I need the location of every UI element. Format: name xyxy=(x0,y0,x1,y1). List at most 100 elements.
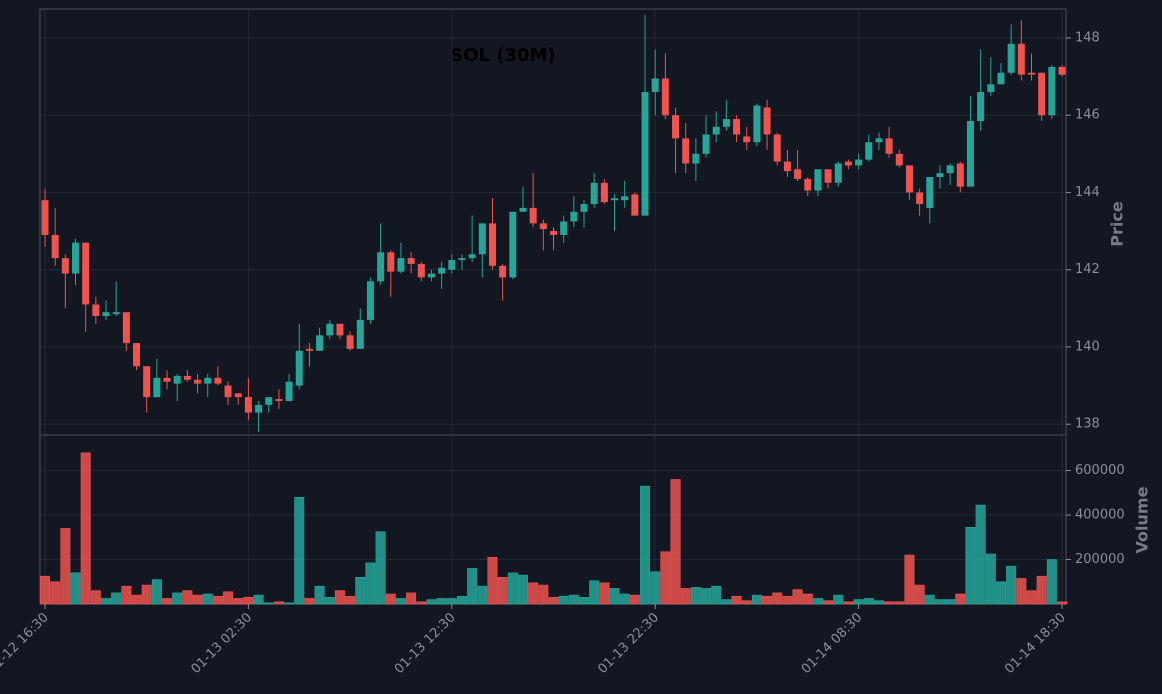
candle-body xyxy=(336,323,344,336)
candle-body xyxy=(987,84,995,93)
candle-body xyxy=(51,234,59,259)
candle-body xyxy=(417,263,425,278)
candle-body xyxy=(539,223,547,230)
candle-body xyxy=(692,153,700,164)
volume-bar xyxy=(914,584,925,605)
candle-body xyxy=(1058,66,1066,75)
candle-body xyxy=(702,134,710,154)
candle-body xyxy=(1027,72,1035,75)
volume-bar xyxy=(558,595,569,605)
volume-bar xyxy=(314,585,325,605)
volume-bar xyxy=(965,526,976,605)
volume-bar xyxy=(670,479,681,605)
volume-bar xyxy=(182,590,193,605)
volume-bar xyxy=(456,595,467,605)
candle-body xyxy=(1017,43,1025,75)
candle-body xyxy=(234,393,242,398)
volume-bar xyxy=(701,588,712,605)
y-tick-label: 140 xyxy=(1075,339,1100,354)
volume-bar xyxy=(751,594,762,605)
y-axis-label: Volume xyxy=(1133,486,1152,553)
candle-body xyxy=(377,252,385,282)
volume-bar xyxy=(121,585,132,605)
volume-bar xyxy=(863,598,874,605)
candle-body xyxy=(427,273,435,278)
volume-bar xyxy=(467,568,478,605)
volume-bar xyxy=(324,597,335,605)
y-tick-label: 142 xyxy=(1075,262,1100,277)
volume-bar xyxy=(395,598,406,605)
candle-body xyxy=(834,163,842,183)
volume-bar xyxy=(151,579,162,605)
volume-bar xyxy=(192,594,203,605)
candle-body xyxy=(285,381,293,402)
volume-bar xyxy=(934,599,945,605)
volume-bar xyxy=(660,551,671,605)
volume-bar xyxy=(985,553,996,605)
candle-body xyxy=(926,177,934,208)
candle-body xyxy=(133,343,141,367)
candle-body xyxy=(509,211,517,278)
candle-body xyxy=(905,165,913,193)
candle-body xyxy=(438,267,446,274)
volume-bar xyxy=(955,593,966,605)
candle-body xyxy=(112,312,120,315)
volume-bar xyxy=(162,598,173,605)
volume-bar xyxy=(1057,601,1068,605)
candle-body xyxy=(72,242,80,274)
candle-body xyxy=(82,242,90,305)
volume-bar xyxy=(619,593,630,605)
candle-body xyxy=(255,404,263,413)
volume-bar xyxy=(843,601,854,605)
volume-bar xyxy=(517,574,528,605)
candle-body xyxy=(295,350,303,386)
candle-body xyxy=(468,254,476,259)
candle-body xyxy=(763,107,771,135)
y-tick-label: 138 xyxy=(1075,417,1100,432)
volume-bar xyxy=(284,602,295,605)
candle-body xyxy=(397,258,405,272)
candle-body xyxy=(733,119,741,135)
candle-body xyxy=(773,134,781,162)
volume-bar xyxy=(39,575,50,605)
volume-bar xyxy=(355,577,366,605)
volume-bar xyxy=(304,598,315,605)
y-tick-label: 146 xyxy=(1075,108,1100,123)
candle-body xyxy=(1007,43,1015,73)
volume-bar xyxy=(650,571,661,605)
volume-bar xyxy=(1036,575,1047,605)
volume-bar xyxy=(548,597,559,605)
volume-bar xyxy=(80,452,91,605)
y-tick-label: 148 xyxy=(1075,30,1100,45)
candle-body xyxy=(122,312,130,344)
candle-body xyxy=(316,335,324,351)
y-axis-label: Price xyxy=(1108,201,1127,247)
volume-bar xyxy=(995,581,1006,605)
candle-body xyxy=(794,169,802,179)
candle-body xyxy=(519,207,527,212)
candle-body xyxy=(183,375,191,380)
candle-body xyxy=(499,265,507,278)
volume-bar xyxy=(385,593,396,605)
candle-body xyxy=(163,377,171,382)
volume-bar xyxy=(101,598,112,605)
volume-bar xyxy=(599,582,610,605)
candle-body xyxy=(305,348,313,351)
volume-bar xyxy=(711,585,722,605)
x-tick-label: 01-13 02:30 xyxy=(188,610,255,677)
candle-body xyxy=(560,221,568,235)
volume-bar xyxy=(721,599,732,605)
volume-bar xyxy=(334,590,345,605)
volume-bar xyxy=(640,485,651,605)
volume-bar xyxy=(131,594,142,605)
candle-body xyxy=(743,136,751,143)
volume-bar xyxy=(345,595,356,605)
volume-bar xyxy=(1026,590,1037,605)
candle-body xyxy=(672,115,680,139)
candle-body xyxy=(244,397,252,413)
volume-bar xyxy=(497,577,508,605)
y-tick-label: 600000 xyxy=(1075,463,1125,478)
candle-body xyxy=(722,119,730,127)
volume-bar xyxy=(589,580,600,605)
